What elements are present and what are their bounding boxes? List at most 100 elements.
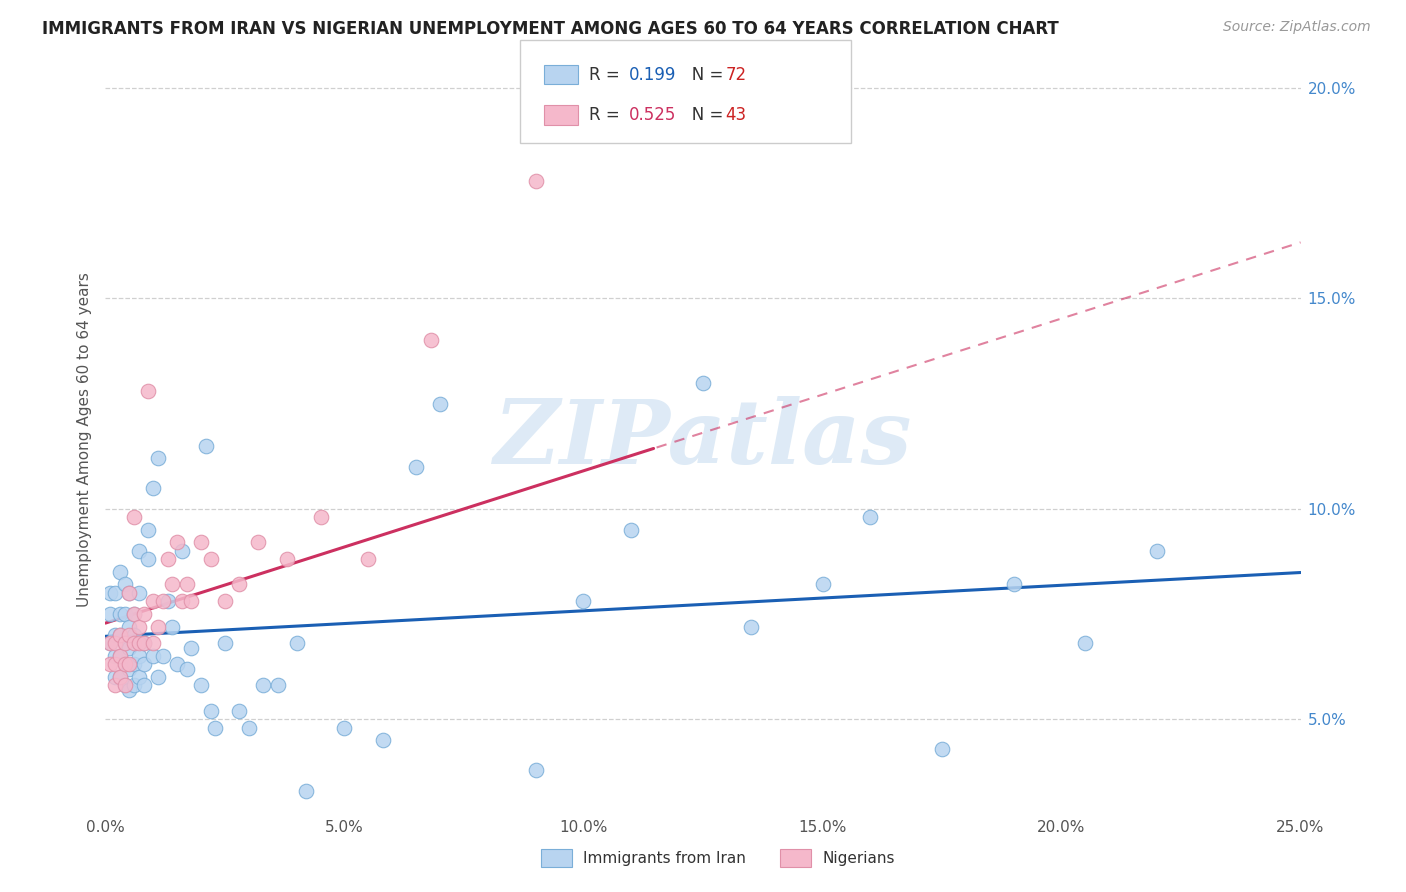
Point xyxy=(238,721,260,735)
Text: 43: 43 xyxy=(725,106,747,124)
Point xyxy=(1002,577,1025,591)
Point xyxy=(108,670,131,684)
Point xyxy=(285,636,308,650)
Point xyxy=(108,670,131,684)
Point xyxy=(128,636,150,650)
Point xyxy=(132,636,155,650)
Point xyxy=(108,648,131,663)
Point xyxy=(132,636,155,650)
Point xyxy=(740,619,762,633)
Point xyxy=(142,636,165,650)
Point xyxy=(429,396,451,410)
Point xyxy=(170,544,193,558)
Point xyxy=(692,376,714,390)
Point xyxy=(214,594,236,608)
Point xyxy=(142,594,165,608)
Text: Source: ZipAtlas.com: Source: ZipAtlas.com xyxy=(1223,20,1371,34)
Text: 72: 72 xyxy=(725,66,747,84)
Point xyxy=(180,594,202,608)
Point xyxy=(266,678,288,692)
Point xyxy=(152,594,174,608)
Point xyxy=(122,628,145,642)
Point xyxy=(142,648,165,663)
Point xyxy=(114,636,136,650)
Point xyxy=(228,704,250,718)
Point xyxy=(114,657,136,672)
Point xyxy=(104,586,127,600)
Point xyxy=(572,594,595,608)
Point xyxy=(170,594,193,608)
Point xyxy=(931,741,953,756)
Point xyxy=(128,586,150,600)
Point xyxy=(152,648,174,663)
Point xyxy=(114,607,136,621)
Point xyxy=(104,636,127,650)
Point xyxy=(118,586,141,600)
Point xyxy=(118,657,141,672)
Point xyxy=(419,334,441,348)
Point xyxy=(118,619,141,633)
Point xyxy=(138,552,160,566)
Point xyxy=(118,586,141,600)
Point xyxy=(142,481,165,495)
Point xyxy=(108,607,131,621)
Point xyxy=(405,459,427,474)
Point xyxy=(118,628,141,642)
Point xyxy=(118,662,141,676)
Point xyxy=(128,544,150,558)
Point xyxy=(176,662,198,676)
Point xyxy=(114,678,136,692)
Point xyxy=(190,535,212,549)
Point xyxy=(114,678,136,692)
Point xyxy=(166,657,188,672)
Point xyxy=(214,636,236,650)
Point xyxy=(104,678,127,692)
Point xyxy=(104,670,127,684)
Text: 0.525: 0.525 xyxy=(628,106,676,124)
Point xyxy=(156,552,179,566)
Point xyxy=(1074,636,1097,650)
Point xyxy=(524,173,547,187)
Point xyxy=(104,657,127,672)
Point xyxy=(295,783,318,797)
Point xyxy=(132,607,155,621)
Point xyxy=(104,628,127,642)
Point xyxy=(859,510,882,524)
Point xyxy=(122,607,145,621)
Point xyxy=(146,619,169,633)
Point xyxy=(98,607,121,621)
Point xyxy=(811,577,834,591)
Point xyxy=(128,648,150,663)
Point xyxy=(98,657,121,672)
Text: Nigerians: Nigerians xyxy=(823,851,896,865)
Point xyxy=(524,763,547,777)
Point xyxy=(162,619,184,633)
Point xyxy=(108,628,131,642)
Text: 0.199: 0.199 xyxy=(628,66,676,84)
Point xyxy=(132,678,155,692)
Point xyxy=(118,682,141,697)
Point xyxy=(190,678,212,692)
Point xyxy=(132,657,155,672)
Point xyxy=(620,523,643,537)
Point xyxy=(98,636,121,650)
Point xyxy=(166,535,188,549)
Point xyxy=(114,636,136,650)
Point xyxy=(146,451,169,466)
Point xyxy=(114,577,136,591)
Point xyxy=(138,523,160,537)
Point xyxy=(122,657,145,672)
Text: N =: N = xyxy=(676,66,728,84)
Point xyxy=(176,577,198,591)
Point xyxy=(200,704,222,718)
Point xyxy=(122,636,145,650)
Text: N =: N = xyxy=(676,106,728,124)
Point xyxy=(371,733,394,747)
Point xyxy=(108,628,131,642)
Point xyxy=(194,439,217,453)
Text: IMMIGRANTS FROM IRAN VS NIGERIAN UNEMPLOYMENT AMONG AGES 60 TO 64 YEARS CORRELAT: IMMIGRANTS FROM IRAN VS NIGERIAN UNEMPLO… xyxy=(42,20,1059,37)
Point xyxy=(247,535,270,549)
Point xyxy=(128,619,150,633)
Text: Immigrants from Iran: Immigrants from Iran xyxy=(583,851,747,865)
Point xyxy=(156,594,179,608)
